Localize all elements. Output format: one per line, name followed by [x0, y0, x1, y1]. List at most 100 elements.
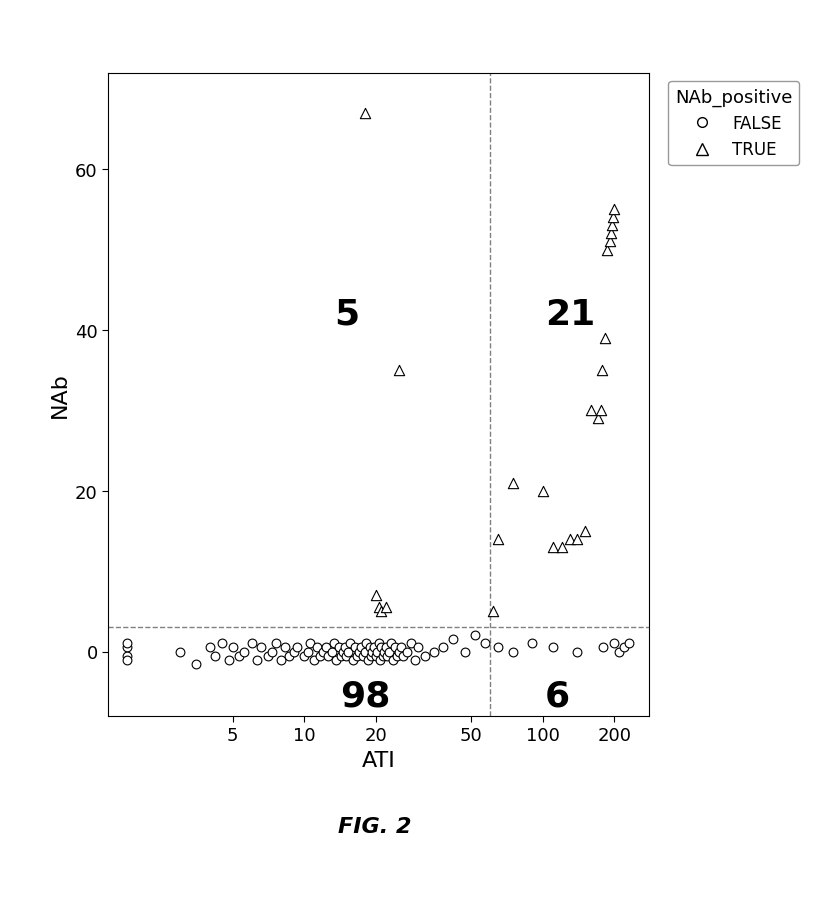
Point	[250, 653, 263, 667]
Point	[342, 644, 355, 659]
Point	[596, 364, 609, 378]
Text: 5: 5	[334, 297, 359, 331]
Point	[372, 636, 385, 651]
Point	[379, 600, 393, 615]
Point	[411, 641, 424, 655]
Point	[382, 644, 395, 659]
Point	[361, 653, 374, 667]
Point	[260, 648, 274, 663]
Point	[594, 404, 607, 419]
Point	[336, 644, 349, 659]
Point	[359, 636, 373, 651]
Point	[300, 644, 314, 659]
Text: FIG. 2: FIG. 2	[338, 816, 411, 836]
Point	[374, 641, 388, 655]
Point	[282, 648, 295, 663]
Point	[369, 648, 383, 663]
Point	[333, 641, 346, 655]
Point	[339, 641, 352, 655]
Point	[612, 644, 626, 659]
Point	[397, 648, 410, 663]
Point	[173, 644, 186, 659]
Text: 21: 21	[544, 297, 595, 331]
Point	[121, 641, 134, 655]
Point	[491, 641, 504, 655]
Point	[571, 532, 584, 547]
Point	[275, 653, 288, 667]
Point	[208, 648, 221, 663]
Point	[607, 211, 620, 226]
Point	[446, 633, 459, 647]
X-axis label: ATI: ATI	[362, 750, 395, 770]
Point	[324, 644, 338, 659]
Point	[606, 218, 619, 233]
Point	[546, 641, 559, 655]
Point	[313, 648, 326, 663]
Point	[353, 644, 366, 659]
Text: 6: 6	[544, 679, 569, 713]
Point	[222, 653, 235, 667]
Point	[584, 404, 597, 419]
Point	[428, 644, 441, 659]
Point	[232, 648, 245, 663]
Point	[607, 636, 621, 651]
Point	[346, 653, 359, 667]
Point	[319, 641, 333, 655]
Point	[339, 648, 353, 663]
Point	[386, 653, 399, 667]
Point	[226, 641, 240, 655]
Point	[189, 656, 202, 671]
Point	[384, 636, 397, 651]
Y-axis label: NAb: NAb	[49, 372, 69, 418]
Point	[393, 364, 406, 378]
Point	[617, 641, 631, 655]
Point	[607, 203, 621, 218]
Legend: FALSE, TRUE: FALSE, TRUE	[668, 82, 799, 166]
Point	[329, 653, 343, 667]
Text: 98: 98	[340, 679, 390, 713]
Point	[604, 227, 617, 241]
Point	[525, 636, 538, 651]
Point	[376, 648, 389, 663]
Point	[546, 540, 559, 554]
Point	[378, 644, 391, 659]
Point	[121, 653, 134, 667]
Point	[601, 242, 614, 257]
Point	[245, 636, 258, 651]
Point	[366, 644, 379, 659]
Point	[121, 648, 134, 663]
Point	[370, 644, 384, 659]
Point	[265, 644, 279, 659]
Point	[322, 648, 335, 663]
Point	[290, 641, 304, 655]
Point	[238, 644, 251, 659]
Point	[380, 648, 394, 663]
Point	[359, 106, 372, 121]
Point	[327, 636, 340, 651]
Point	[298, 648, 311, 663]
Point	[622, 636, 636, 651]
Point	[367, 641, 380, 655]
Point	[363, 641, 376, 655]
Point	[408, 653, 421, 667]
Point	[310, 641, 324, 655]
Point	[491, 532, 504, 547]
Point	[555, 540, 568, 554]
Point	[603, 235, 617, 250]
Point	[349, 641, 362, 655]
Point	[203, 641, 216, 655]
Point	[506, 476, 519, 490]
Point	[374, 653, 387, 667]
Point	[577, 524, 591, 539]
Point	[591, 411, 604, 426]
Point	[255, 641, 268, 655]
Point	[316, 644, 329, 659]
Point	[121, 636, 134, 651]
Point	[563, 532, 577, 547]
Point	[597, 641, 610, 655]
Point	[436, 641, 449, 655]
Point	[308, 653, 321, 667]
Point	[487, 604, 500, 619]
Point	[478, 636, 491, 651]
Point	[356, 648, 369, 663]
